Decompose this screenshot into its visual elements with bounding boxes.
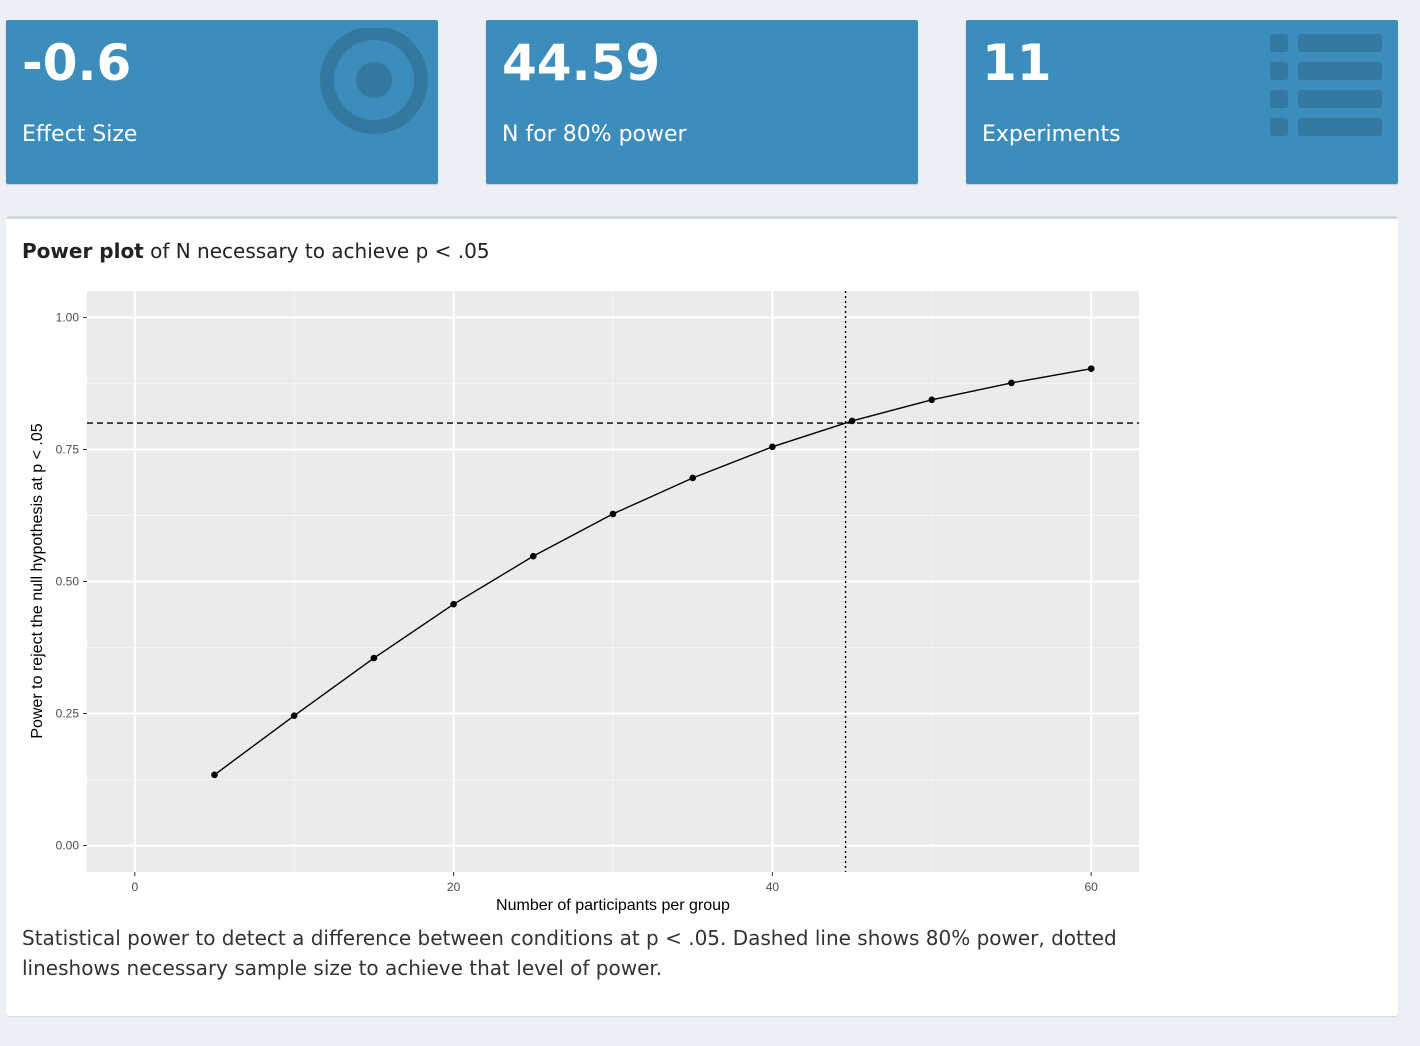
power-chart: 0 20 40 60 0.00 0.25 0.50 0.75 1.00 Number of pa… [29, 291, 1139, 914]
x-axis-title: Number of participants per group [496, 897, 730, 914]
power-curve-point [450, 600, 457, 608]
list-icon [1266, 28, 1390, 144]
y-tick-label: 0.50 [56, 575, 80, 589]
y-tick-label: 0.75 [56, 442, 80, 456]
power-curve-point [1087, 365, 1095, 372]
power-curve-point [1008, 379, 1015, 387]
power-curve-point [769, 443, 776, 451]
n-power-value: 44.59 [502, 34, 661, 92]
y-tick-label: 0.25 [56, 707, 80, 721]
power-curve-point [211, 771, 218, 779]
x-tick-label: 40 [766, 880, 780, 894]
x-tick-label: 20 [447, 880, 461, 894]
power-curve-line [214, 367, 1092, 776]
power-curve-point [290, 712, 298, 719]
effect-size-label: Effect Size [22, 122, 138, 147]
panel-title-rest: of N necessary to achieve p < .05 [143, 239, 490, 263]
power-curve-point [848, 417, 856, 425]
value-box-effect-size: -0.6 Effect Size [6, 20, 438, 184]
panel-title-bold: Power plot [22, 239, 144, 263]
x-tick-label: 60 [1085, 880, 1099, 894]
experiments-value: 11 [982, 34, 1052, 92]
power-plot-panel: Power plot of N necessary to achieve p <… [6, 216, 1398, 1016]
power-curve-point [609, 510, 617, 518]
plot-caption: Statistical power to detect a difference… [22, 926, 1117, 980]
value-box-experiments: 11 Experiments [966, 20, 1398, 184]
value-box-n-power: 44.59 N for 80% power [486, 20, 918, 184]
power-curve-point [530, 552, 537, 560]
panel-title: Power plot of N necessary to achieve p <… [22, 239, 490, 263]
x-tick-label: 0 [131, 880, 138, 894]
bullseye-icon [314, 26, 430, 148]
effect-size-value: -0.6 [22, 34, 132, 92]
n-power-label: N for 80% power [502, 122, 687, 147]
y-tick-label: 1.00 [56, 310, 80, 324]
power-curve-point [370, 654, 378, 662]
experiments-label: Experiments [982, 122, 1121, 147]
y-tick-label: 0.00 [56, 839, 80, 853]
power-curve-point [689, 474, 696, 482]
power-curve-point [928, 396, 936, 404]
y-axis-title: Power to reject the null hypothesis at p… [29, 423, 46, 738]
